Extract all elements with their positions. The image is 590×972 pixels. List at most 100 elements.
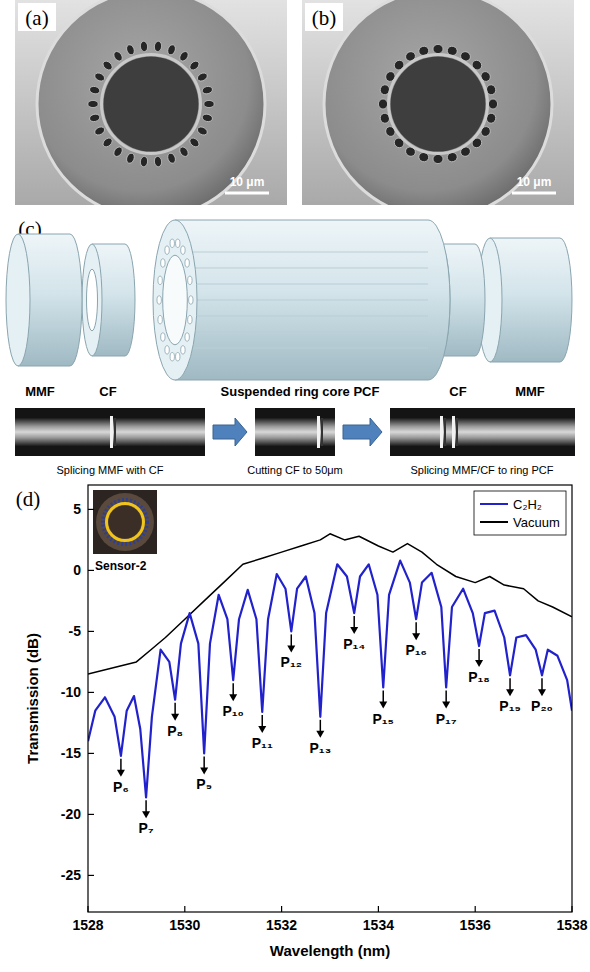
arrow-head xyxy=(379,702,387,709)
arrow-head xyxy=(442,702,450,709)
label: 0 xyxy=(73,562,81,578)
label: Sensor-2 xyxy=(95,559,147,573)
air-hole xyxy=(89,113,101,122)
label: (b) xyxy=(312,6,337,30)
air-hole xyxy=(125,152,135,164)
arrow-head xyxy=(171,714,179,721)
label: -5 xyxy=(69,623,82,639)
cylinder-face xyxy=(6,234,30,366)
arrow-head xyxy=(412,633,420,640)
legend-swatch xyxy=(480,521,508,523)
process-arrow xyxy=(213,418,247,446)
figure: (a)10 μm(b)10 μm(c)MMFCFSuspended ring c… xyxy=(0,0,590,972)
air-hole xyxy=(166,152,176,164)
label: P₂₀ xyxy=(531,698,553,714)
scale-bar xyxy=(225,192,269,195)
arrow-head xyxy=(142,811,150,818)
air-hole xyxy=(185,333,189,341)
photo-background xyxy=(255,408,335,456)
x-tick xyxy=(281,906,282,912)
air-hole xyxy=(161,333,165,341)
fiber-segment xyxy=(478,238,572,362)
inset-cladding xyxy=(96,493,154,551)
inset-core xyxy=(109,506,142,539)
annotation-arrow xyxy=(145,800,147,812)
air-hole xyxy=(188,136,201,148)
air-hole xyxy=(378,99,387,109)
label: 1530 xyxy=(169,917,200,933)
air-hole xyxy=(154,41,162,52)
label: Transmission (dB) xyxy=(24,633,41,764)
micrograph xyxy=(15,408,205,456)
annotation-arrow xyxy=(478,649,480,661)
legend-swatch xyxy=(480,503,508,505)
label: P₁₁ xyxy=(252,735,273,751)
label: P₉ xyxy=(196,776,212,792)
annotation-arrow xyxy=(541,678,543,690)
air-hole xyxy=(178,145,190,158)
annotation-arrow xyxy=(174,703,176,715)
fiber-image xyxy=(390,418,575,446)
label: CF xyxy=(449,384,466,399)
label: P₇ xyxy=(139,820,154,836)
annotation-arrow xyxy=(232,683,234,695)
label: -15 xyxy=(61,745,81,761)
label: P₆ xyxy=(113,779,129,795)
label: 1538 xyxy=(556,917,587,933)
air-hole xyxy=(188,59,201,71)
sem-image xyxy=(302,0,574,205)
label: P₁₅ xyxy=(372,711,394,727)
label: 1532 xyxy=(266,917,297,933)
channel-line xyxy=(175,332,428,333)
label: -10 xyxy=(61,684,81,700)
channel-line xyxy=(175,252,428,253)
plot-area xyxy=(88,485,572,912)
label: 5 xyxy=(73,501,81,517)
air-hole xyxy=(157,296,161,304)
air-hole xyxy=(154,156,162,167)
label: CF xyxy=(99,384,116,399)
y-tick xyxy=(88,753,94,754)
plot-frame xyxy=(88,485,572,912)
annotation-arrow xyxy=(509,678,511,690)
scale-bar xyxy=(512,192,556,195)
annotation-arrow xyxy=(353,616,355,628)
y-tick xyxy=(88,631,94,632)
photo-background xyxy=(15,408,205,456)
y-tick xyxy=(88,875,94,876)
air-hole xyxy=(188,276,192,284)
process-arrow xyxy=(343,418,382,446)
air-hole xyxy=(112,145,124,158)
air-hole xyxy=(433,154,443,163)
legend: C₂H₂Vacuum xyxy=(474,491,566,535)
label: P₁₃ xyxy=(310,740,332,756)
air-hole xyxy=(181,246,185,254)
label: 1528 xyxy=(72,917,103,933)
label: 1536 xyxy=(460,917,491,933)
cylinder-body xyxy=(175,220,450,380)
y-tick xyxy=(88,570,94,571)
label: Splicing MMF with CF xyxy=(57,464,164,476)
label-box xyxy=(8,484,48,512)
air-hole xyxy=(181,346,185,354)
sem-image xyxy=(15,0,287,205)
channel-line xyxy=(175,300,428,301)
capillary-bore xyxy=(87,269,98,331)
label: (a) xyxy=(25,6,48,30)
label: MMF xyxy=(515,384,545,399)
inset-background xyxy=(93,490,157,554)
x-tick xyxy=(571,906,572,912)
label: P₁₀ xyxy=(222,703,243,719)
air-hole xyxy=(185,259,189,267)
label: Suspended ring core PCF xyxy=(221,384,380,399)
central-hole xyxy=(104,57,199,152)
label: P₈ xyxy=(167,723,183,739)
arrow-head xyxy=(200,767,208,774)
annotation-arrow xyxy=(382,691,384,703)
label: P₁₄ xyxy=(343,636,365,652)
air-hole xyxy=(165,246,169,254)
ring-core xyxy=(163,255,188,345)
x-tick xyxy=(87,906,88,912)
annotation-arrow xyxy=(203,756,205,768)
arrow-head xyxy=(117,770,125,777)
